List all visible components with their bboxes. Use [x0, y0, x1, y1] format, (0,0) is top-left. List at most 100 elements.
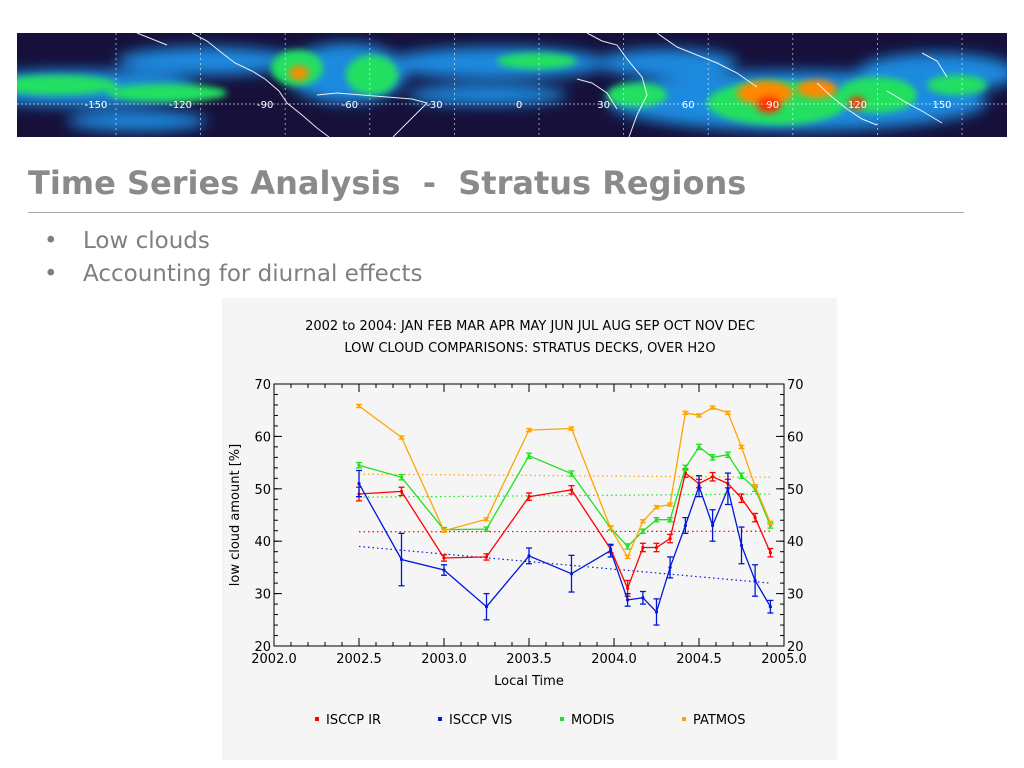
data-point	[641, 545, 645, 550]
data-point	[683, 523, 687, 528]
satellite-cloud-banner: -150 -120 -90 -60 -30 0 30 60 90 120 150	[17, 33, 1007, 137]
data-point	[641, 519, 645, 523]
data-point	[753, 484, 757, 488]
legend-label: MODIS	[571, 713, 615, 728]
x-axis-label: Local Time	[494, 674, 564, 689]
y-tick-label-right: 50	[787, 483, 804, 498]
data-point	[484, 527, 489, 531]
data-point	[768, 551, 773, 555]
data-point	[668, 518, 672, 522]
data-point	[442, 568, 446, 572]
banner-longitude-label: 0	[516, 100, 522, 111]
data-point	[739, 445, 744, 449]
data-point	[609, 549, 613, 553]
data-point	[399, 557, 404, 562]
data-point	[739, 474, 744, 478]
y-axis-label: low cloud amount [%]	[228, 444, 243, 586]
trend-line	[358, 473, 771, 478]
data-point	[668, 502, 672, 507]
data-point	[569, 488, 574, 492]
title-divider	[28, 212, 964, 213]
data-point	[626, 598, 630, 602]
series-line	[358, 483, 771, 614]
data-point	[399, 475, 404, 479]
data-point	[654, 505, 659, 509]
legend-label: PATMOS	[693, 713, 746, 728]
x-tick-label: 2004.5	[676, 652, 722, 667]
data-point	[739, 496, 744, 500]
y-tick-label-left: 20	[254, 640, 271, 655]
data-point	[527, 554, 531, 558]
legend-label: ISCCP IR	[326, 713, 381, 728]
low-cloud-chart: 2002 to 2004: JAN FEB MAR APR MAY JUN JU…	[222, 298, 837, 760]
x-tick-label: 2004.0	[591, 652, 637, 667]
trend-line	[358, 530, 771, 533]
data-point	[697, 484, 701, 488]
data-point	[726, 453, 730, 457]
chart-subtitle: LOW CLOUD COMPARISONS: STRATUS DECKS, OV…	[344, 341, 715, 356]
data-point	[357, 481, 361, 486]
y-tick-label-right: 70	[787, 378, 804, 393]
trend-line	[358, 545, 771, 584]
y-tick-label-right: 20	[787, 640, 804, 655]
data-point	[711, 455, 715, 459]
legend-marker	[438, 717, 442, 721]
data-point	[357, 463, 361, 467]
data-point	[569, 572, 574, 576]
data-point	[442, 529, 446, 533]
legend-label: ISCCP VIS	[449, 713, 512, 728]
data-point	[753, 578, 757, 583]
data-point	[711, 405, 715, 410]
data-point	[641, 529, 645, 533]
y-tick-label-right: 30	[787, 588, 804, 603]
y-tick-label-right: 60	[787, 430, 804, 445]
data-point	[626, 544, 630, 549]
data-point	[527, 454, 531, 458]
y-tick-label-left: 40	[254, 535, 271, 550]
data-point	[753, 516, 757, 520]
data-point	[626, 555, 630, 559]
bullet-text: Low clouds	[83, 228, 210, 254]
data-point	[726, 487, 730, 491]
data-point	[442, 556, 446, 560]
bullet-dot: •	[44, 228, 58, 254]
y-tick-label-left: 30	[254, 588, 271, 603]
x-tick-label: 2002.0	[251, 652, 297, 667]
data-point	[726, 411, 730, 415]
data-point	[527, 428, 531, 432]
data-point	[697, 413, 701, 418]
data-point	[569, 426, 574, 431]
data-point	[484, 605, 489, 609]
data-point	[668, 565, 672, 569]
data-point	[739, 543, 744, 547]
x-tick-label: 2003.0	[421, 652, 467, 667]
cloud-map-image: -150 -120 -90 -60 -30 0 30 60 90 120 150	[17, 33, 1007, 137]
data-point	[641, 596, 645, 600]
data-point	[399, 435, 404, 440]
bullet-text: Accounting for diurnal effects	[83, 261, 423, 287]
legend-marker	[315, 717, 319, 721]
banner-longitude-label: 90	[766, 100, 779, 111]
data-point	[527, 495, 531, 499]
series-group	[356, 469, 774, 626]
banner-longitude-label: -30	[426, 100, 442, 111]
data-point	[609, 526, 613, 530]
legend-marker	[560, 717, 564, 721]
data-point	[569, 472, 574, 476]
data-point	[711, 475, 715, 479]
series-line	[358, 405, 771, 559]
data-point	[626, 586, 630, 590]
data-point	[654, 545, 659, 550]
data-point	[768, 605, 773, 609]
data-point	[484, 555, 489, 559]
series-group	[356, 403, 774, 560]
slide-title: Time Series Analysis - Stratus Regions	[28, 164, 747, 202]
series-group	[356, 468, 774, 597]
banner-longitude-label: -150	[85, 100, 108, 111]
data-point	[683, 466, 687, 470]
data-point	[399, 489, 404, 494]
data-point	[654, 518, 659, 522]
y-tick-label-left: 50	[254, 483, 271, 498]
data-point	[683, 411, 687, 415]
chart-canvas: 2002 to 2004: JAN FEB MAR APR MAY JUN JU…	[228, 319, 807, 728]
